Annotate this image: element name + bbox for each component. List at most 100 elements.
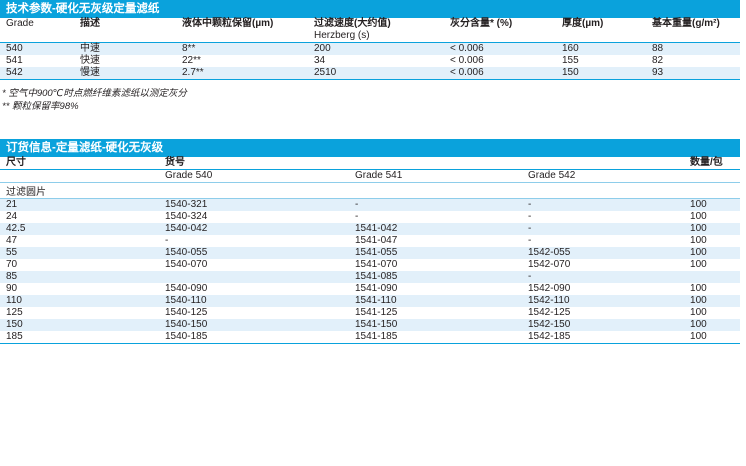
specs-table-title: 技术参数-硬化无灰级定量滤纸 bbox=[0, 0, 740, 18]
footnote-ash-method: * 空气中900℃时点燃纤维素滤纸以测定灰分 bbox=[2, 88, 187, 99]
specs-header-filtration-speed: 过滤速度(大约值) Herzberg (s) bbox=[314, 18, 450, 43]
ordering-cell-quantity: 100 bbox=[690, 319, 707, 330]
ordering-cell-grade-542: 1542-070 bbox=[528, 259, 571, 270]
ordering-cell-size: 24 bbox=[6, 211, 18, 222]
ordering-cell-grade-542: - bbox=[528, 271, 532, 282]
ordering-panel: 订货信息-定量滤纸-硬化无灰级 尺寸 货号 数量/包 Grade 540 Gra… bbox=[0, 139, 741, 344]
ordering-cell-quantity: 100 bbox=[690, 259, 707, 270]
specs-cell-retention: 22** bbox=[182, 55, 201, 66]
ordering-header-quantity: 数量/包 bbox=[690, 157, 723, 168]
specs-cell-speed: 200 bbox=[314, 43, 331, 54]
ordering-cell-size: 85 bbox=[6, 271, 18, 282]
ordering-table: 尺寸 货号 数量/包 Grade 540 Grade 541 Grade 542… bbox=[0, 157, 741, 344]
ordering-cell-quantity: 100 bbox=[690, 247, 707, 258]
table-row: 21 1540-321 - - 100 bbox=[0, 198, 741, 211]
ordering-cell-size: 150 bbox=[6, 319, 23, 330]
ordering-cell-size: 70 bbox=[6, 259, 18, 270]
ordering-cell-grade-541: - bbox=[355, 199, 359, 210]
ordering-cell-quantity: 100 bbox=[690, 283, 707, 294]
ordering-cell-grade-542: 1542-055 bbox=[528, 247, 571, 258]
ordering-cell-size: 110 bbox=[6, 295, 22, 306]
table-row: 185 1540-185 1541-185 1542-185 100 bbox=[0, 331, 741, 344]
specs-cell-basis-weight: 88 bbox=[652, 43, 664, 54]
ordering-cell-grade-540: 1540-055 bbox=[165, 247, 208, 258]
specs-cell-description: 中速 bbox=[80, 43, 100, 54]
ordering-cell-quantity: 100 bbox=[690, 199, 707, 210]
specs-header-description: 描述 bbox=[80, 18, 100, 29]
ordering-cell-grade-542: 1542-125 bbox=[528, 307, 571, 318]
ordering-cell-grade-542: 1542-150 bbox=[528, 319, 571, 330]
ordering-cell-grade-540: 1540-042 bbox=[165, 223, 208, 234]
ordering-cell-grade-542: - bbox=[528, 199, 532, 210]
specs-header-grade: Grade bbox=[6, 18, 34, 29]
ordering-cell-grade-541: 1541-090 bbox=[355, 283, 398, 294]
ordering-cell-quantity: 100 bbox=[690, 307, 707, 318]
ordering-cell-grade-541: 1541-150 bbox=[355, 319, 398, 330]
ordering-cell-grade-540: 1540-125 bbox=[165, 307, 208, 318]
ordering-cell-grade-542: 1542-110 bbox=[528, 295, 570, 306]
ordering-cell-grade-541: 1541-070 bbox=[355, 259, 398, 270]
ordering-cell-size: 55 bbox=[6, 247, 18, 258]
ordering-header-grades-qty-spacer bbox=[690, 170, 740, 183]
specs-cell-description: 快速 bbox=[80, 55, 100, 66]
ordering-cell-quantity: 100 bbox=[690, 235, 707, 246]
ordering-header-grade-541: Grade 541 bbox=[355, 170, 403, 181]
specs-cell-thickness: 160 bbox=[562, 43, 579, 54]
ordering-cell-size: 42.5 bbox=[6, 223, 26, 234]
ordering-cell-size: 47 bbox=[6, 235, 18, 246]
ordering-cell-grade-542: 1542-185 bbox=[528, 331, 571, 342]
ordering-cell-grade-541: 1541-125 bbox=[355, 307, 398, 318]
specs-header-filtration-speed-line1: 过滤速度(大约值) bbox=[314, 18, 391, 29]
ordering-cell-grade-540: - bbox=[165, 235, 169, 246]
table-row: 70 1540-070 1541-070 1542-070 100 bbox=[0, 259, 740, 271]
ordering-cell-size: 90 bbox=[6, 283, 18, 294]
ordering-cell-quantity: 100 bbox=[690, 331, 707, 342]
table-row: 24 1540-324 - - 100 bbox=[0, 211, 740, 223]
specs-footnotes: * 空气中900℃时点燃纤维素滤纸以测定灰分 ** 颗粒保留率98% bbox=[0, 87, 740, 113]
specs-cell-thickness: 155 bbox=[562, 55, 579, 66]
specs-header-filtration-speed-line2: Herzberg (s) bbox=[314, 30, 370, 41]
ordering-cell-size: 21 bbox=[6, 199, 18, 210]
specs-header-retention: 液体中颗粒保留(µm) bbox=[182, 18, 274, 29]
specs-panel: 技术参数-硬化无灰级定量滤纸 Grade 描述 液体中颗粒保留(µm) 过滤速度… bbox=[0, 0, 740, 113]
ordering-cell-size: 185 bbox=[6, 331, 23, 342]
specs-cell-thickness: 150 bbox=[562, 67, 579, 78]
specs-header-ash: 灰分含量* (%) bbox=[450, 18, 513, 29]
ordering-table-title: 订货信息-定量滤纸-硬化无灰级 bbox=[0, 139, 740, 157]
ordering-cell-grade-540: 1540-321 bbox=[165, 199, 208, 210]
ordering-header-part-number: 货号 bbox=[165, 157, 185, 168]
specs-header-thickness: 厚度(µm) bbox=[562, 18, 604, 29]
ordering-cell-grade-540: 1540-070 bbox=[165, 259, 208, 270]
specs-cell-basis-weight: 93 bbox=[652, 67, 664, 78]
ordering-cell-grade-540 bbox=[165, 271, 355, 283]
ordering-cell-grade-541: 1541-042 bbox=[355, 223, 398, 234]
table-row: 85 1541-085 - bbox=[0, 271, 741, 283]
ordering-header-grade-540: Grade 540 bbox=[165, 170, 213, 181]
table-row: 540 中速 8** 200 < 0.006 160 88 bbox=[0, 42, 740, 55]
specs-cell-grade: 540 bbox=[6, 43, 23, 54]
ordering-cell-quantity bbox=[690, 271, 740, 283]
ordering-cell-quantity: 100 bbox=[690, 295, 707, 306]
specs-cell-speed: 34 bbox=[314, 55, 326, 66]
ordering-cell-grade-540: 1540-090 bbox=[165, 283, 208, 294]
specs-cell-speed: 2510 bbox=[314, 67, 337, 78]
ordering-header-row-top: 尺寸 货号 数量/包 bbox=[0, 157, 741, 170]
ordering-cell-grade-540: 1540-185 bbox=[165, 331, 208, 342]
ordering-section-filter-circles: 过滤圆片 bbox=[0, 183, 741, 199]
specs-cell-ash: < 0.006 bbox=[450, 55, 484, 66]
specs-cell-description: 慢速 bbox=[80, 67, 100, 78]
specs-cell-basis-weight: 82 bbox=[652, 55, 664, 66]
ordering-cell-grade-541: 1541-055 bbox=[355, 247, 398, 258]
ordering-header-row-grades: Grade 540 Grade 541 Grade 542 bbox=[0, 170, 741, 183]
specs-cell-ash: < 0.006 bbox=[450, 67, 484, 78]
ordering-cell-grade-540: 1540-110 bbox=[165, 295, 207, 306]
specs-cell-retention: 2.7** bbox=[182, 67, 204, 78]
table-row: 541 快速 22** 34 < 0.006 155 82 bbox=[0, 55, 740, 67]
ordering-cell-quantity: 100 bbox=[690, 223, 707, 234]
table-row: 150 1540-150 1541-150 1542-150 100 bbox=[0, 319, 741, 331]
table-row: 47 - 1541-047 - 100 bbox=[0, 235, 740, 247]
specs-cell-grade: 541 bbox=[6, 55, 23, 66]
ordering-cell-quantity: 100 bbox=[690, 211, 707, 222]
ordering-header-grade-542: Grade 542 bbox=[528, 170, 576, 181]
